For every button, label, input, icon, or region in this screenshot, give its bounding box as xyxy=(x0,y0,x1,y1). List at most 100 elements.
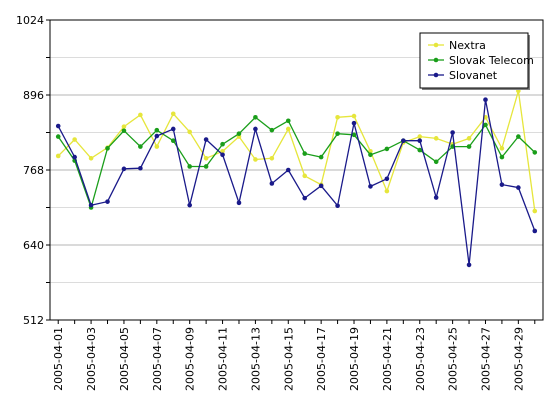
data-point xyxy=(335,114,340,120)
data-point xyxy=(55,153,61,159)
series-line xyxy=(57,99,536,265)
data-point xyxy=(72,154,77,160)
legend-item: Nextra xyxy=(428,39,486,52)
data-point xyxy=(351,132,357,138)
data-point xyxy=(384,146,390,152)
data-point xyxy=(466,144,472,149)
x-tick-label: 2005-04-19 xyxy=(348,327,361,391)
y-tick-label: 640 xyxy=(23,239,44,252)
data-point xyxy=(253,126,258,132)
data-point xyxy=(203,164,209,169)
data-point xyxy=(318,183,324,189)
data-point xyxy=(499,146,505,151)
data-point xyxy=(170,111,176,117)
x-tick-label: 2005-04-05 xyxy=(118,327,131,391)
data-point xyxy=(516,185,521,190)
series-line xyxy=(57,116,536,210)
series-slovanet xyxy=(55,97,538,268)
data-point xyxy=(154,127,160,133)
data-point xyxy=(335,131,340,136)
legend-swatch-marker xyxy=(433,57,439,63)
data-point xyxy=(72,137,77,142)
x-tick-label: 2005-04-21 xyxy=(381,327,394,391)
data-point xyxy=(368,148,373,154)
data-point xyxy=(285,167,291,173)
data-point xyxy=(368,184,373,189)
data-point xyxy=(253,114,258,120)
data-point xyxy=(269,181,275,186)
data-point xyxy=(384,188,390,194)
data-point xyxy=(269,127,275,133)
data-point xyxy=(532,208,538,214)
x-tick-label: 2005-04-01 xyxy=(52,327,65,391)
data-point xyxy=(55,123,61,129)
x-tick-label: 2005-04-23 xyxy=(414,327,427,391)
legend-item: Slovak Telecom xyxy=(428,54,534,67)
data-point xyxy=(384,176,390,182)
data-point xyxy=(55,134,61,139)
data-point xyxy=(483,122,488,128)
data-point xyxy=(318,154,324,160)
data-point xyxy=(170,138,176,144)
data-point xyxy=(516,134,521,139)
data-point xyxy=(220,152,225,158)
data-point xyxy=(187,129,192,135)
legend-label: Slovanet xyxy=(449,69,498,82)
data-point xyxy=(302,151,308,156)
x-tick-label: 2005-04-07 xyxy=(151,327,164,391)
y-tick-labels: 512 640 768 896 1024 xyxy=(16,14,44,327)
legend-swatch-marker xyxy=(433,72,439,78)
data-point xyxy=(368,152,373,158)
data-point xyxy=(433,195,439,200)
data-point xyxy=(499,182,505,187)
data-point xyxy=(532,150,538,155)
data-point xyxy=(105,146,110,151)
data-point xyxy=(121,124,127,129)
x-tick-label: 2005-04-15 xyxy=(282,327,295,391)
data-point xyxy=(285,118,291,124)
legend-swatch-marker xyxy=(433,42,439,48)
series-line xyxy=(57,90,536,212)
data-point xyxy=(269,155,275,161)
data-point xyxy=(187,202,192,208)
x-tick-label: 2005-04-11 xyxy=(217,327,230,391)
data-point xyxy=(220,141,225,147)
x-tick-label: 2005-04-09 xyxy=(184,327,197,391)
data-point xyxy=(154,133,160,139)
x-tick-label: 2005-04-13 xyxy=(249,327,262,391)
legend-label: Slovak Telecom xyxy=(449,54,534,67)
data-point xyxy=(138,112,143,118)
y-tick-label: 512 xyxy=(23,314,44,327)
data-point xyxy=(433,136,439,141)
data-point xyxy=(351,120,357,126)
y-tick-label: 768 xyxy=(23,164,44,177)
data-point xyxy=(285,126,291,132)
x-tick-label: 2005-04-27 xyxy=(479,327,492,391)
data-point xyxy=(433,159,439,165)
data-point xyxy=(335,203,340,209)
data-point xyxy=(466,136,472,141)
data-point xyxy=(499,154,505,160)
data-point xyxy=(466,262,472,268)
data-point xyxy=(88,202,94,208)
series-lines xyxy=(55,88,538,268)
data-point xyxy=(121,166,127,172)
data-point xyxy=(401,138,406,144)
data-point xyxy=(483,97,488,102)
data-point xyxy=(417,138,423,144)
data-point xyxy=(532,228,538,234)
y-tick-label: 896 xyxy=(23,89,44,102)
x-tick-label: 2005-04-17 xyxy=(315,327,328,391)
x-tick-label: 2005-04-03 xyxy=(85,327,98,391)
data-point xyxy=(138,165,143,171)
y-tick-label: 1024 xyxy=(16,14,44,27)
legend-item: Slovanet xyxy=(428,69,498,82)
data-point xyxy=(187,164,192,169)
data-point xyxy=(203,155,209,161)
data-point xyxy=(253,157,258,162)
legend-label: Nextra xyxy=(449,39,486,52)
data-point xyxy=(121,128,127,134)
data-point xyxy=(88,155,94,161)
data-point xyxy=(236,200,242,206)
data-point xyxy=(154,144,160,149)
